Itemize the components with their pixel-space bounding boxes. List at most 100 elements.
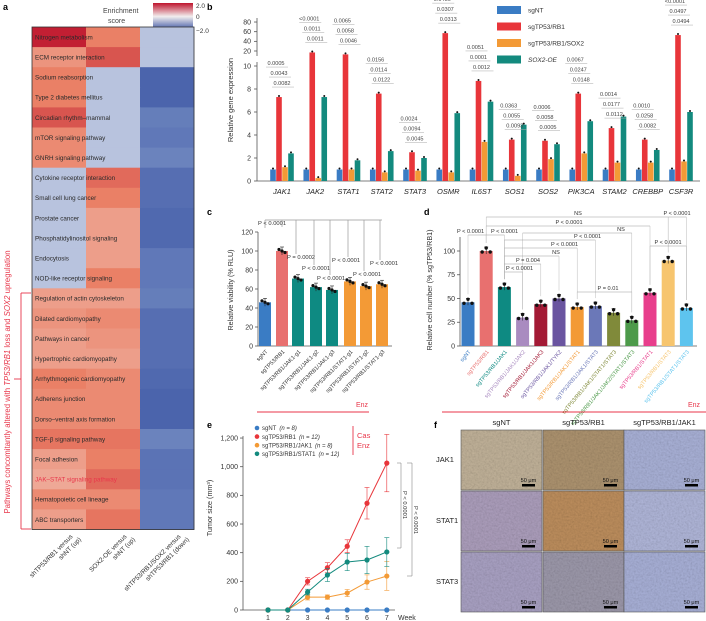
scale-bar [522,606,535,609]
data-point [305,589,311,595]
data-point [314,285,318,289]
data-point [280,249,284,253]
data-point [516,316,521,321]
p-value: 0.0094 [403,126,420,132]
data-point [556,142,558,145]
data-point [356,158,359,161]
y-axis-label: Relative viability (% RLU) [226,249,235,330]
colorbar-tick: 2.0 [196,3,205,10]
p-value: P < 0.0001 [574,234,601,240]
ihc-image [461,552,542,612]
p-value: 0.0006 [533,105,550,111]
scale-bar-label: 50 μm [521,600,537,606]
p-value: 0.0122 [373,78,390,84]
heatmap-cell [32,47,87,68]
row-label: Pathways in cancer [35,336,90,343]
bar-sgTP53-RB1-SOX2 [315,178,322,181]
bar [552,298,566,346]
bar-SOX2-OE [454,113,461,181]
bar-sgTP53-RB1 [276,97,282,181]
data-point [607,312,612,316]
data-point [272,167,274,170]
bar-sgNT [502,169,509,181]
p-value: 0.0024 [400,116,417,122]
colorbar-tick: 0 [196,14,200,21]
bar-sgNT [635,169,642,181]
row-label: JAK1 [436,455,454,464]
ihc-image-border [623,490,706,552]
data-point [344,52,347,55]
heatmap-cell [86,469,141,490]
heatmap-cell [86,127,141,148]
data-point [652,292,656,296]
panel-label-c: c [207,207,212,217]
data-point [296,276,300,281]
p-value: P < 0.0001 [663,211,690,217]
data-point [305,578,311,584]
bar-sgTP53-RB1-SOX2 [614,162,621,181]
heatmap-cell [140,288,195,309]
data-point [593,301,598,305]
p-value: NS [574,211,582,217]
bar [570,307,584,346]
panel-label-e: e [207,420,212,430]
p-value: NS [617,227,625,233]
p-value: 0.0001 [470,55,487,61]
bar [534,304,548,346]
p-value: P < 0.0001 [317,276,345,282]
data-point [543,303,547,307]
bar [661,260,675,346]
heatmap-cell [32,449,87,470]
p-value: P = 0.01 [598,286,619,292]
x-tick-label: OSMR [437,187,460,196]
p-value: 0.0051 [467,45,484,51]
y-axis-label: Relative gene expression [226,58,235,142]
legend-label: sgTP53/RB1/STAT1 (n = 12) [262,452,339,458]
y-tick-label: 1,000 [220,464,238,471]
p-value: 0.0313 [440,17,457,23]
p-value: 0.0307 [437,7,454,13]
p-value: P < 0.0001 [412,506,418,534]
data-point [293,275,297,279]
row-label: Hematopoietic cell lineage [35,497,109,504]
bar-sgNT [270,169,276,181]
row-label: Hypertrophic cardiomyopathy [35,356,118,363]
legend-n: (n = 12) [299,435,320,441]
y-tick-label: 10 [243,63,251,70]
legend-swatch [497,22,521,31]
data-point [305,607,311,613]
bar [310,287,322,346]
heatmap-cell [32,228,87,249]
data-point [575,302,579,306]
heatmap-cell [32,67,87,88]
x-tick-label: sgNT [256,349,270,363]
row-label: Adherens junction [35,396,86,403]
data-point [364,284,368,288]
heatmap-cell [86,288,141,309]
bar-sgTP53-RB1-SOX2 [514,175,521,181]
heatmap-cell [86,509,141,530]
data-point [544,138,546,141]
data-point [344,559,350,565]
legend-marker [254,425,260,431]
bar-sgTP53-RB1 [608,128,615,181]
x-tick-label: STAT3 [404,187,427,196]
legend-name: sgTP53/RB1/JAK1 [262,443,313,449]
data-point [384,549,390,555]
heatmap-cell [140,107,195,128]
heatmap-cell [32,187,87,209]
row-label: STAT3 [436,577,458,586]
bar [326,289,338,346]
p-value: 0.0093 [506,124,523,130]
bar-SOX2-OE [321,97,328,181]
data-point [550,157,552,160]
y-tick-label: 50 [447,296,455,303]
heatmap-border [31,26,195,530]
ihc-image [543,430,624,490]
heatmap-cell [140,429,195,450]
data-point [557,293,561,298]
row-label: TGF-β signaling pathway [35,436,106,443]
bar-sgTP53-RB1-SOX2 [348,169,355,181]
